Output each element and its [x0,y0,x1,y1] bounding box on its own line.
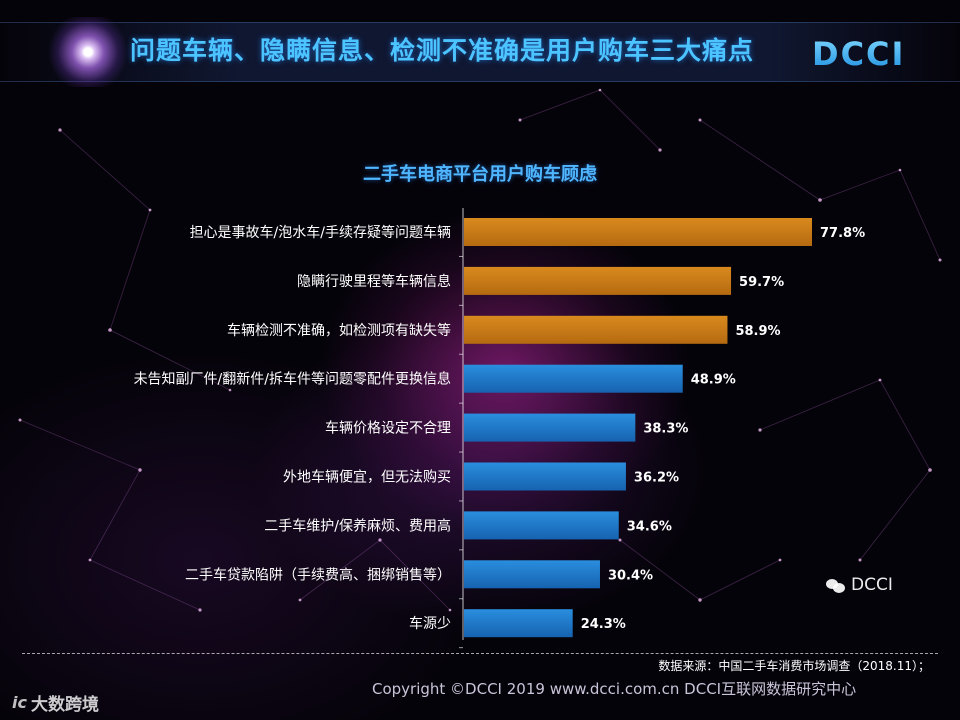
category-label: 未告知副厂件/翻新件/拆车件等问题零配件更换信息 [134,371,451,388]
value-label: 48.9% [691,373,736,388]
category-label: 二手车维护/保养麻烦、费用高 [264,517,451,534]
value-label: 59.7% [739,275,784,290]
chart-bar [464,266,732,295]
lens-flare-icon [48,17,128,87]
category-label: 车源少 [409,615,451,632]
watermark-right: DCCI [826,574,893,596]
watermark-left-text: 大数跨境 [30,694,99,715]
value-label: 34.6% [627,519,672,534]
chart-bar [464,413,636,442]
chart-bar [464,315,728,344]
chart-bar [464,364,683,393]
category-label: 担心是事故车/泡水车/手续存疑等问题车辆 [190,224,451,241]
chart-bar [464,511,619,540]
brand-icon: ic [12,692,27,712]
category-label: 外地车辆便宜，但无法购买 [283,469,451,486]
category-label: 二手车贷款陷阱（手续费高、捆绑销售等） [185,566,451,583]
chart-bars: 担心是事故车/泡水车/手续存疑等问题车辆 77.8% 隐瞒行驶里程等车辆信息 59.7… [134,218,865,649]
header-band [0,22,960,82]
data-source: 数据来源：中国二手车消费市场调查（2018.11）； [658,659,930,673]
header-bar: 问题车辆、隐瞒信息、检测不准确是用户购车三大痛点 DCCI [0,0,960,100]
chart-title: 二手车电商平台用户购车顾虑 [363,164,597,185]
chart-bar [464,218,812,246]
value-label: 58.9% [735,324,780,339]
page-title: 问题车辆、隐瞒信息、检测不准确是用户购车三大痛点 [130,36,755,65]
value-label: 30.4% [608,568,653,583]
footer-divider [22,653,938,654]
watermark-left: ic 大数跨境 [12,690,99,715]
category-label: 车辆价格设定不合理 [325,420,451,437]
value-label: 24.3% [581,617,626,632]
dcci-logo: DCCI [812,35,905,73]
category-label: 隐瞒行驶里程等车辆信息 [297,273,451,290]
category-label: 车辆检测不准确，如检测项有缺失等 [227,322,451,339]
chart-bar [464,560,600,589]
chart-bar [464,609,573,638]
copyright-text: Copyright ©DCCI 2019 www.dcci.com.cn DCC… [372,680,857,698]
wechat-icon [826,577,846,593]
value-label: 77.8% [820,226,865,241]
value-label: 36.2% [634,471,679,486]
watermark-right-text: DCCI [851,575,893,595]
logo-text: DCCI [812,35,905,73]
chart-bar [464,462,626,491]
value-label: 38.3% [643,422,688,437]
